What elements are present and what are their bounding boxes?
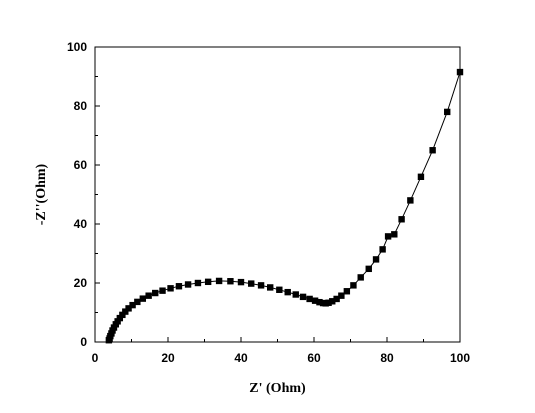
data-point <box>184 281 192 288</box>
data-point <box>316 298 323 306</box>
data-point <box>248 280 255 287</box>
data-point <box>325 299 332 306</box>
y-tick-label: 0 <box>80 335 87 349</box>
data-point <box>237 278 245 286</box>
y-tick-label: 20 <box>74 276 88 290</box>
y-tick-label: 80 <box>74 99 88 113</box>
data-point <box>365 265 372 273</box>
data-point <box>175 283 183 290</box>
data-point <box>257 282 265 289</box>
data-point <box>343 288 351 295</box>
y-tick-label: 40 <box>74 217 88 231</box>
data-point <box>357 274 364 281</box>
data-point <box>267 284 274 291</box>
series-line <box>108 71 461 341</box>
data-point <box>311 297 319 304</box>
data-point <box>194 279 202 287</box>
tick-labels: 0 20 40 60 80 100 0 20 40 60 80 100 <box>67 40 470 365</box>
data-point <box>329 298 336 305</box>
data-point <box>384 233 392 240</box>
data-point <box>299 293 307 301</box>
data-point <box>114 318 121 325</box>
data-point <box>215 277 223 285</box>
x-axis-title: Z' (Ohm) <box>249 381 306 396</box>
x-tick-label: 60 <box>307 351 321 365</box>
x-tick-label: 0 <box>92 351 99 365</box>
data-point <box>159 287 166 294</box>
data-point <box>125 305 132 312</box>
data-point <box>398 216 405 223</box>
y-axis-title: -Z''(Ohm) <box>34 163 49 225</box>
data-point <box>122 308 129 315</box>
data-point <box>444 108 451 116</box>
x-tick-label: 100 <box>450 351 470 365</box>
y-tick-label: 60 <box>74 158 88 172</box>
data-point <box>227 278 234 285</box>
y-tick-label: 100 <box>67 40 87 54</box>
x-tick-label: 80 <box>380 351 394 365</box>
data-point <box>204 278 212 286</box>
data-point <box>167 285 174 292</box>
data-point <box>276 286 283 293</box>
x-tick-label: 20 <box>161 351 175 365</box>
series-markers <box>105 68 464 344</box>
data-point <box>119 311 126 319</box>
data-point <box>284 288 291 296</box>
data-point <box>407 197 414 204</box>
data-point <box>116 314 124 322</box>
data-point <box>129 301 136 309</box>
data-point <box>417 173 425 180</box>
data-point <box>350 282 357 289</box>
data-point <box>429 147 436 154</box>
data-point <box>110 324 118 331</box>
x-tick-label: 40 <box>234 351 248 365</box>
data-point <box>134 298 141 306</box>
data-point <box>379 246 386 253</box>
data-point <box>292 291 299 298</box>
data-point <box>338 292 345 299</box>
data-point <box>145 292 152 299</box>
axis-ticks <box>94 46 461 343</box>
data-point <box>139 295 147 302</box>
data-point <box>372 256 380 263</box>
data-point <box>152 289 159 297</box>
data-point <box>333 295 340 303</box>
data-point <box>456 68 464 76</box>
data-point <box>391 231 398 238</box>
data-point <box>306 295 313 303</box>
